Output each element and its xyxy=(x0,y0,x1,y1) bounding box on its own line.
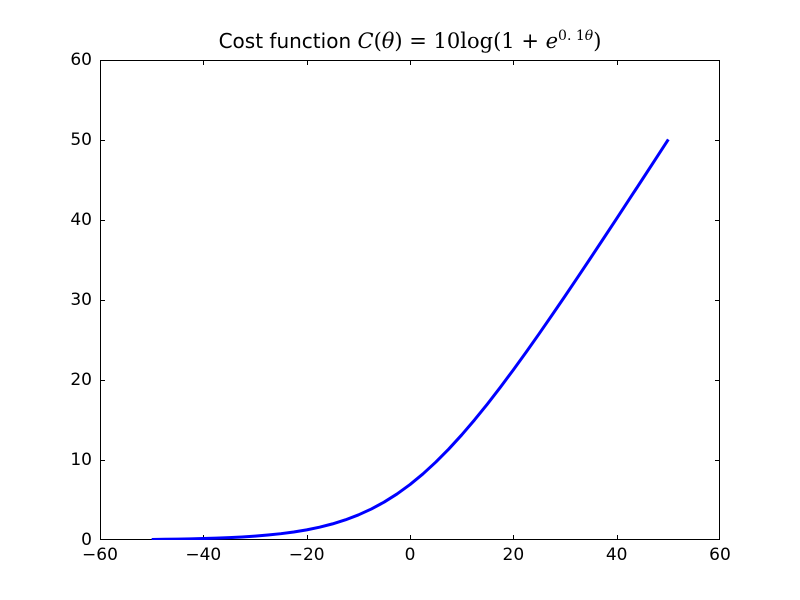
title-math-theta: θ xyxy=(381,29,395,53)
plot-area xyxy=(100,60,720,540)
x-tick-label: 0 xyxy=(404,545,416,565)
cost-function-curve xyxy=(151,138,670,540)
y-tick-label: 60 xyxy=(70,50,92,70)
x-tick-label: −60 xyxy=(82,545,118,565)
title-math-close-paren: ) xyxy=(593,29,602,53)
x-tick-label: 40 xyxy=(605,545,628,565)
plot-title: Cost function C(θ) = 10log(1 + e0. 1θ) xyxy=(100,28,720,53)
title-math-exponent: 0. 1θ xyxy=(558,28,593,44)
title-math-e: e xyxy=(545,29,559,53)
x-tick-label: −40 xyxy=(185,545,222,565)
title-math-open-paren: ( xyxy=(373,29,382,53)
title-math-exponent-theta: θ xyxy=(584,28,594,45)
title-math-C: C xyxy=(357,29,374,53)
y-tick-label: 40 xyxy=(70,210,92,230)
x-tick-label: 20 xyxy=(502,545,525,565)
title-math-exponent-number: 0. 1 xyxy=(558,28,585,45)
axis-ticks xyxy=(100,60,719,539)
y-tick-label: 0 xyxy=(81,530,92,550)
x-tick-label: −20 xyxy=(288,545,325,565)
title-math-mid: ) = 10log(1 + xyxy=(394,29,546,53)
title-text: Cost function xyxy=(218,29,358,53)
x-tick-label: 60 xyxy=(709,545,731,565)
y-tick-label: 50 xyxy=(70,130,92,150)
y-tick-label: 20 xyxy=(70,370,92,390)
y-tick-label: 10 xyxy=(70,450,92,470)
axes-border xyxy=(100,60,720,540)
y-tick-label: 30 xyxy=(70,290,92,310)
